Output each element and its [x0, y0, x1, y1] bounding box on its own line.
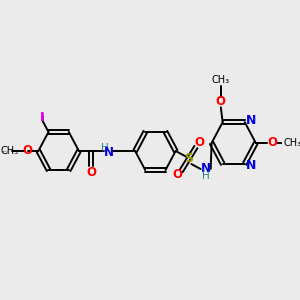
Text: CH₃: CH₃	[1, 146, 19, 156]
Text: I: I	[40, 111, 44, 124]
Text: O: O	[195, 136, 205, 149]
Text: N: N	[103, 146, 113, 158]
Text: O: O	[87, 167, 97, 179]
Text: CH₃: CH₃	[212, 75, 230, 85]
Text: O: O	[172, 169, 182, 182]
Text: i: i	[40, 113, 44, 123]
Text: O: O	[216, 95, 226, 108]
Text: H: H	[202, 171, 210, 181]
Text: S: S	[184, 152, 193, 166]
Text: O: O	[22, 145, 32, 158]
Text: O: O	[267, 136, 278, 149]
Text: N: N	[246, 159, 256, 172]
Text: N: N	[246, 114, 256, 127]
Text: H: H	[101, 143, 109, 153]
Text: N: N	[201, 161, 211, 175]
Text: methoxy: methoxy	[3, 150, 9, 152]
Text: CH₃: CH₃	[284, 138, 300, 148]
